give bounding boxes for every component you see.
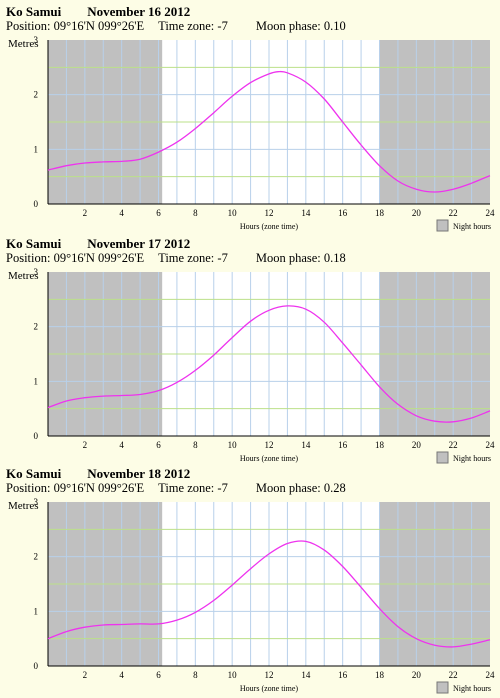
- y-tick-label: 2: [34, 322, 39, 332]
- legend-night-swatch: [436, 219, 449, 232]
- panel-info: Position: 09°16'N 099°26'E Time zone: -7 M…: [6, 251, 346, 266]
- panel-title: Ko Samui November 16 2012: [6, 4, 190, 20]
- moonphase-label: Moon phase:: [255, 19, 321, 33]
- x-tick-label: 4: [119, 208, 124, 218]
- x-tick-label: 4: [119, 670, 124, 680]
- x-tick-label: 24: [486, 208, 496, 218]
- timezone-label: Time zone:: [158, 481, 215, 495]
- x-tick-label: 2: [83, 208, 88, 218]
- legend-night-label: Night hours: [453, 222, 491, 231]
- position-label: Position:: [6, 251, 51, 265]
- legend-night-swatch: [436, 451, 449, 464]
- panel-title: Ko Samui November 18 2012: [6, 466, 190, 482]
- y-tick-label: 3: [34, 36, 39, 45]
- x-tick-label: 22: [449, 440, 458, 450]
- timezone-label: Time zone:: [158, 251, 215, 265]
- tide-height-curve: [47, 70, 491, 193]
- x-tick-label: 14: [301, 208, 311, 218]
- x-axis-label: Hours (zone time): [240, 222, 299, 231]
- x-tick-label: 20: [412, 440, 422, 450]
- x-tick-label: 20: [412, 208, 422, 218]
- x-tick-label: 18: [375, 670, 385, 680]
- x-tick-label: 8: [193, 440, 198, 450]
- location-name: Ko Samui: [6, 466, 62, 481]
- y-tick-label: 3: [34, 268, 39, 277]
- x-tick-label: 16: [338, 440, 348, 450]
- moonphase-value: 0.10: [323, 19, 346, 33]
- x-axis-label: Hours (zone time): [240, 454, 299, 463]
- x-axis-label: Hours (zone time): [240, 684, 299, 693]
- location-name: Ko Samui: [6, 4, 62, 19]
- y-tick-label: 0: [34, 661, 39, 671]
- x-tick-label: 24: [486, 440, 496, 450]
- y-tick-label: 0: [34, 431, 39, 441]
- position-value: 09°16'N 099°26'E: [53, 481, 145, 495]
- panel-info: Position: 09°16'N 099°26'E Time zone: -7 M…: [6, 481, 346, 496]
- x-tick-label: 14: [301, 670, 311, 680]
- legend-night-label: Night hours: [453, 454, 491, 463]
- x-tick-label: 12: [265, 670, 274, 680]
- position-label: Position:: [6, 19, 51, 33]
- y-tick-label: 2: [34, 552, 39, 562]
- panel-info: Position: 09°16'N 099°26'E Time zone: -7 M…: [6, 19, 346, 34]
- x-tick-label: 8: [193, 670, 198, 680]
- location-name: Ko Samui: [6, 236, 62, 251]
- x-tick-label: 10: [228, 440, 238, 450]
- y-tick-label: 1: [34, 144, 39, 154]
- x-tick-label: 14: [301, 440, 311, 450]
- position-label: Position:: [6, 481, 51, 495]
- moonphase-value: 0.28: [323, 481, 346, 495]
- timezone-value: -7: [217, 251, 228, 265]
- timezone-value: -7: [217, 19, 228, 33]
- timezone-label: Time zone:: [158, 19, 215, 33]
- x-tick-label: 6: [156, 208, 161, 218]
- x-tick-label: 16: [338, 670, 348, 680]
- x-tick-label: 12: [265, 208, 274, 218]
- x-tick-label: 2: [83, 440, 88, 450]
- timezone-value: -7: [217, 481, 228, 495]
- moonphase-label: Moon phase:: [255, 251, 321, 265]
- panel-title: Ko Samui November 17 2012: [6, 236, 190, 252]
- x-tick-label: 8: [193, 208, 198, 218]
- position-value: 09°16'N 099°26'E: [53, 251, 145, 265]
- tide-height-curve: [47, 540, 491, 648]
- moonphase-value: 0.18: [323, 251, 346, 265]
- x-tick-label: 24: [486, 670, 496, 680]
- x-tick-label: 4: [119, 440, 124, 450]
- y-tick-label: 3: [34, 498, 39, 507]
- x-tick-label: 6: [156, 670, 161, 680]
- x-tick-label: 2: [83, 670, 88, 680]
- panel-date: November 16 2012: [87, 4, 191, 19]
- y-tick-label: 1: [34, 376, 39, 386]
- tide-panel-3: Ko Samui November 18 2012 Position: 09°16…: [0, 466, 500, 698]
- x-tick-label: 10: [228, 670, 238, 680]
- moonphase-label: Moon phase:: [255, 481, 321, 495]
- x-tick-label: 22: [449, 670, 458, 680]
- x-tick-label: 20: [412, 670, 422, 680]
- x-tick-label: 18: [375, 440, 385, 450]
- legend-night-swatch: [436, 681, 449, 694]
- panel-date: November 18 2012: [87, 466, 191, 481]
- tide-panel-2: Ko Samui November 17 2012 Position: 09°16…: [0, 236, 500, 468]
- y-tick-label: 1: [34, 606, 39, 616]
- x-tick-label: 22: [449, 208, 458, 218]
- x-tick-label: 10: [228, 208, 238, 218]
- tide-panel-1: Ko Samui November 16 2012 Position: 09°16…: [0, 4, 500, 236]
- y-tick-label: 2: [34, 90, 39, 100]
- legend-night-label: Night hours: [453, 684, 491, 693]
- panel-date: November 17 2012: [87, 236, 191, 251]
- x-tick-label: 16: [338, 208, 348, 218]
- x-tick-label: 6: [156, 440, 161, 450]
- y-tick-label: 0: [34, 199, 39, 209]
- x-tick-label: 18: [375, 208, 385, 218]
- position-value: 09°16'N 099°26'E: [53, 19, 145, 33]
- x-tick-label: 12: [265, 440, 274, 450]
- tide-height-curve: [47, 305, 491, 423]
